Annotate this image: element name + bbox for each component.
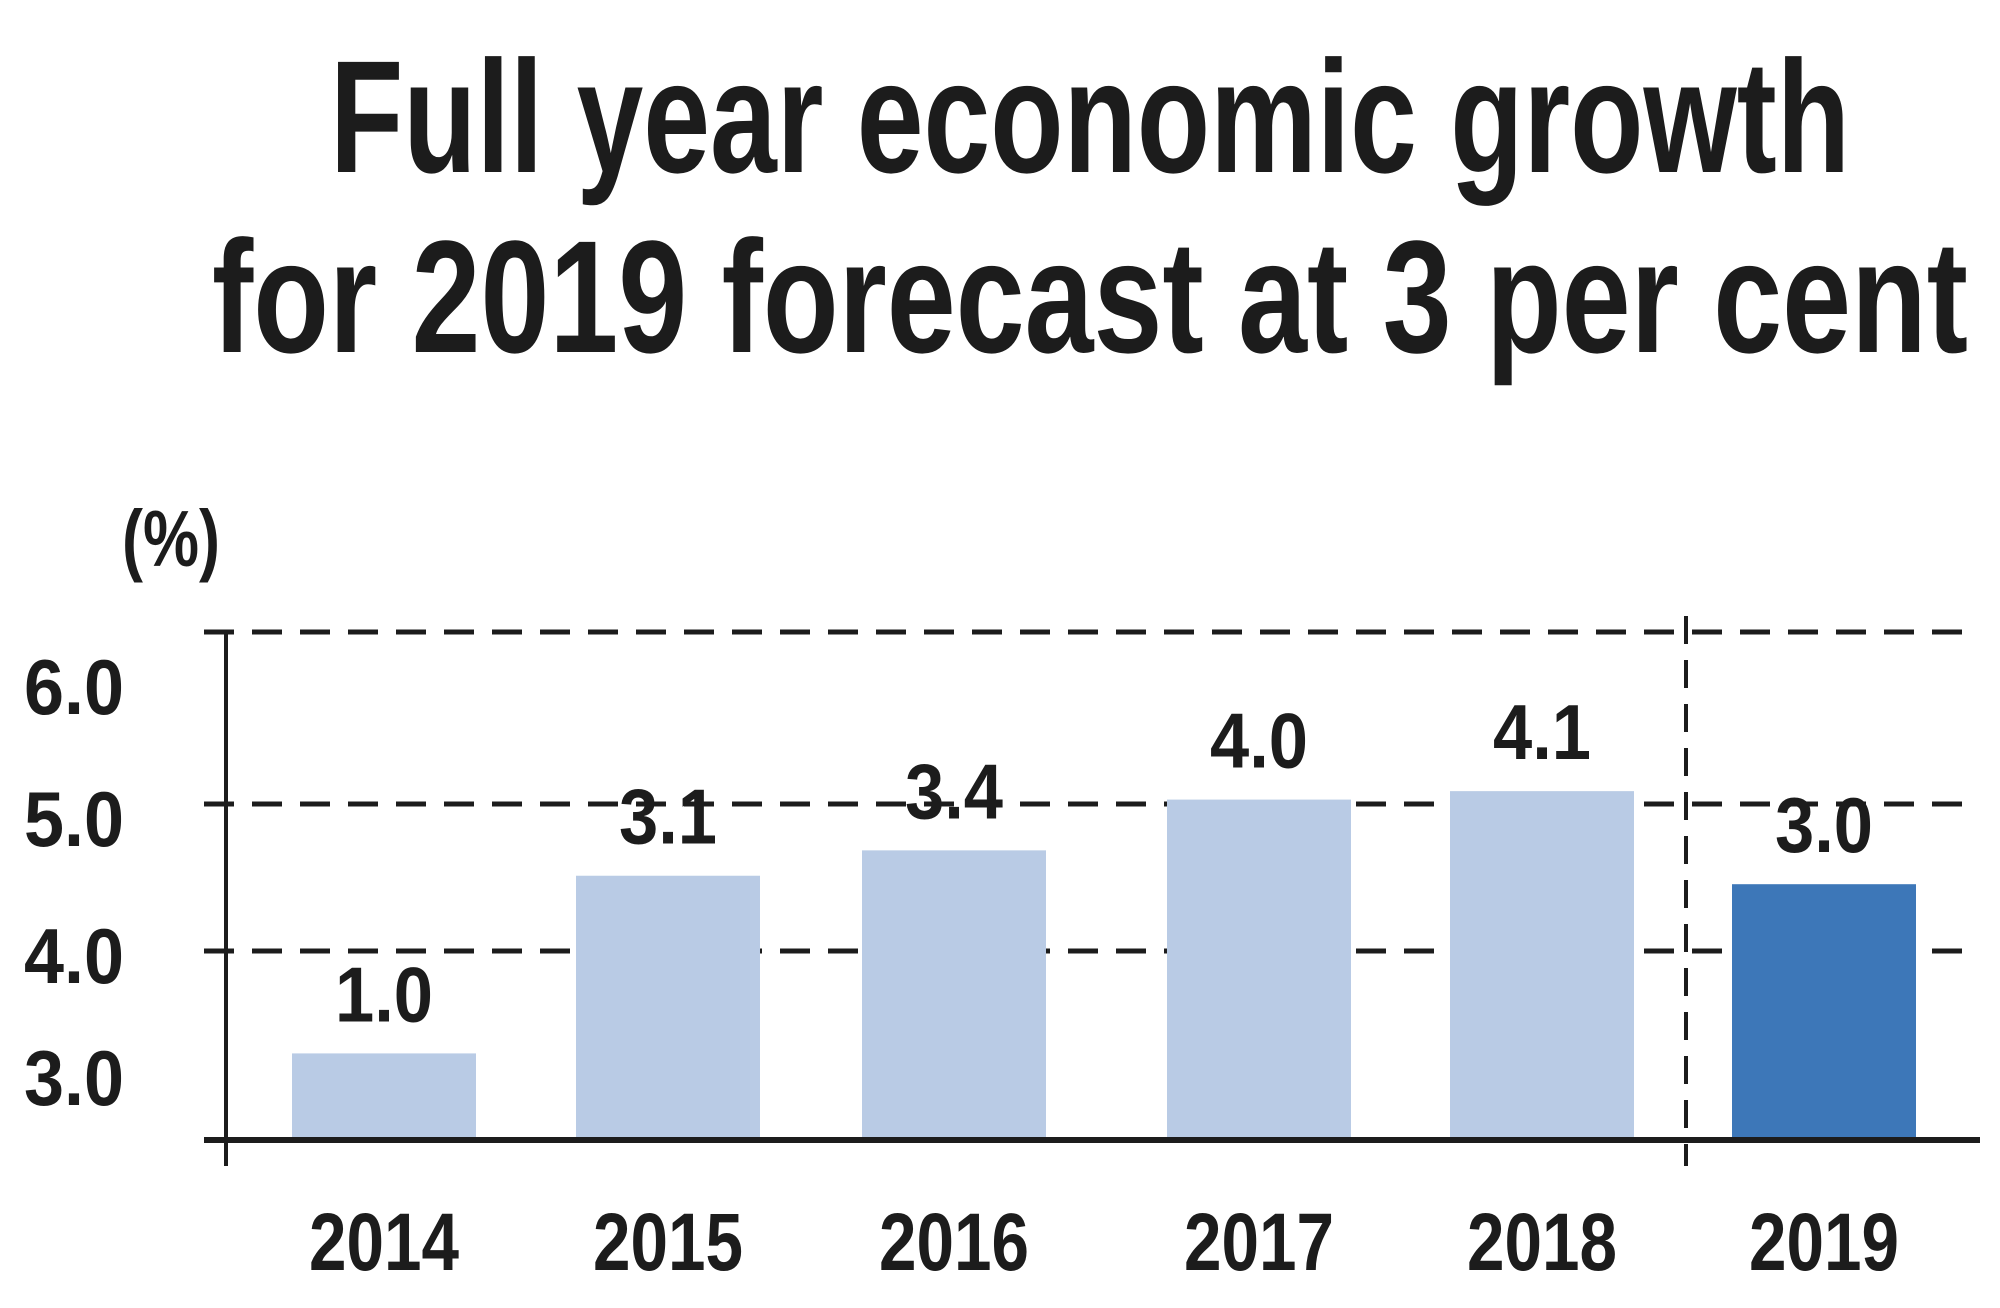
unit-label: (%) — [122, 494, 220, 583]
y-tick-label: 5.0 — [24, 775, 124, 863]
x-tick-label-2019: 2019 — [1749, 1197, 1899, 1288]
bar-2014 — [292, 1053, 476, 1138]
x-tick-labels: 2014 2015 2016 2017 2018 2019 — [309, 1197, 1899, 1288]
value-label-2015: 3.1 — [619, 773, 717, 861]
y-tick-label: 6.0 — [24, 643, 124, 731]
bar-2019 — [1732, 884, 1916, 1138]
value-label-2014: 1.0 — [335, 950, 433, 1038]
value-label-2018: 4.1 — [1493, 688, 1591, 776]
bar-2016 — [862, 850, 1046, 1138]
value-label-2017: 4.0 — [1210, 697, 1308, 785]
y-tick-labels: 6.0 5.0 4.0 3.0 — [24, 643, 124, 1122]
value-labels: 1.0 3.1 3.4 4.0 4.1 3.0 — [335, 688, 1873, 1038]
bar-2015 — [576, 875, 760, 1138]
x-tick-label-2017: 2017 — [1184, 1197, 1334, 1288]
x-tick-label-2015: 2015 — [593, 1197, 743, 1288]
chart-title-line-1: Full year economic growth — [330, 27, 1850, 206]
y-tick-label: 4.0 — [24, 912, 124, 1000]
bar-2017 — [1167, 799, 1351, 1138]
bars — [292, 791, 1916, 1138]
value-label-2016: 3.4 — [905, 747, 1003, 835]
value-label-2019: 3.0 — [1775, 781, 1873, 869]
gridlines — [204, 629, 1980, 954]
x-tick-label-2016: 2016 — [879, 1197, 1029, 1288]
y-tick-label: 3.0 — [24, 1034, 124, 1122]
x-tick-label-2014: 2014 — [309, 1197, 459, 1288]
chart-title-line-2: for 2019 forecast at 3 per cent — [212, 207, 1968, 386]
bar-2018 — [1450, 791, 1634, 1138]
x-tick-label-2018: 2018 — [1467, 1197, 1617, 1288]
